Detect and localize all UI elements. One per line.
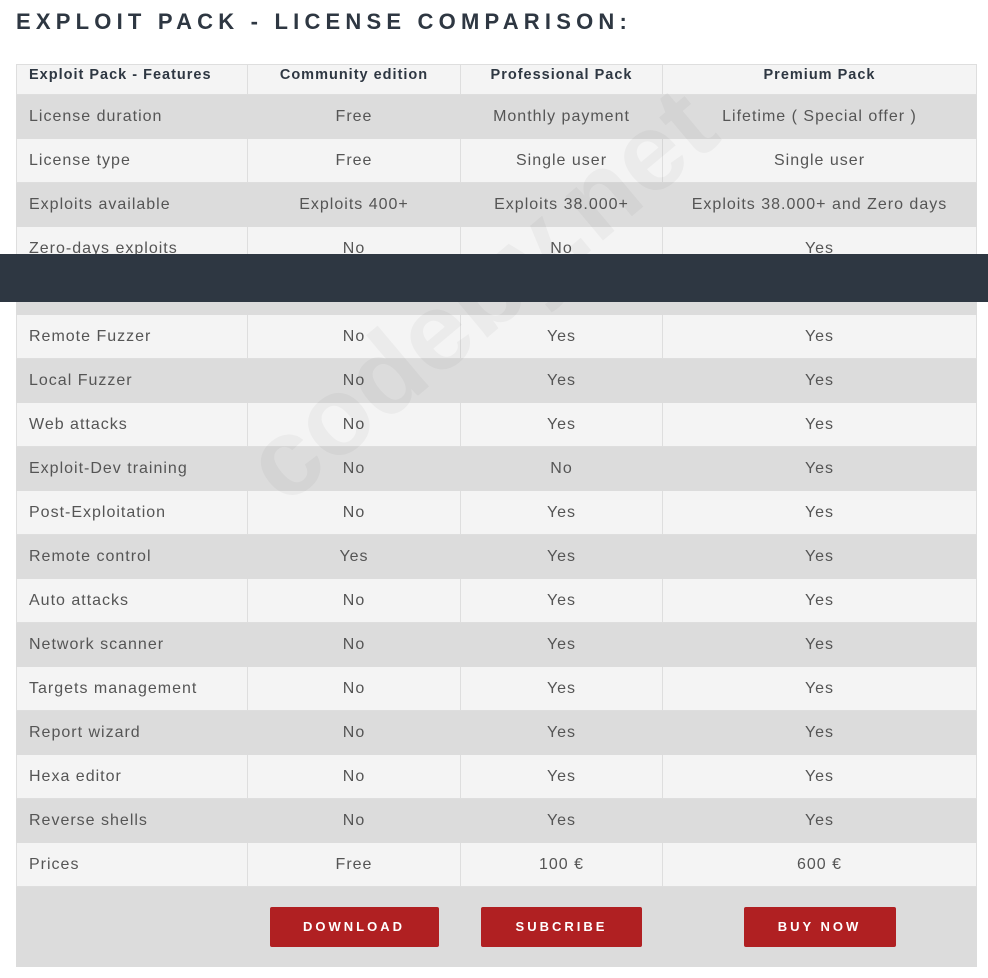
table-row: Post-Exploitation No Yes Yes — [16, 490, 977, 535]
professional-cell: No — [460, 446, 663, 491]
table-row: Exploit-Dev training No No Yes — [16, 446, 977, 491]
table-row: Report wizard No Yes Yes — [16, 710, 977, 755]
table-row: Web attacks No Yes Yes — [16, 402, 977, 447]
subscribe-button[interactable]: SUBCRIBE — [481, 906, 642, 947]
professional-cell: Yes — [460, 534, 663, 579]
community-cell: Free — [247, 138, 461, 183]
download-cell: DOWNLOAD — [247, 886, 461, 967]
community-cell: Free — [247, 842, 461, 887]
professional-cell: Exploits 38.000+ — [460, 182, 663, 227]
table-row: Auto attacks No Yes Yes — [16, 578, 977, 623]
premium-cell: Lifetime ( Special offer ) — [662, 94, 977, 139]
feature-cell: License duration — [16, 94, 248, 139]
feature-cell: Exploit-Dev training — [16, 446, 248, 491]
feature-cell: Exploits available — [16, 182, 248, 227]
table-header: Exploit Pack - Features Community editio… — [16, 64, 977, 95]
professional-cell: Yes — [460, 314, 663, 359]
feature-cell: Web attacks — [16, 402, 248, 447]
community-cell: No — [247, 314, 461, 359]
license-comparison-table: Exploit Pack - Features Community editio… — [16, 64, 977, 967]
feature-cell: Reverse shells — [16, 798, 248, 843]
professional-cell: Monthly payment — [460, 94, 663, 139]
table-row: Targets management No Yes Yes — [16, 666, 977, 711]
premium-cell: Exploits 38.000+ and Zero days — [662, 182, 977, 227]
feature-cell: Report wizard — [16, 710, 248, 755]
premium-cell: Yes — [662, 710, 977, 755]
community-cell: No — [247, 402, 461, 447]
table-row: Remote control Yes Yes Yes — [16, 534, 977, 579]
header-premium: Premium Pack — [662, 64, 977, 95]
community-cell: No — [247, 798, 461, 843]
table-row: Prices Free 100 €600 € — [16, 842, 977, 887]
community-cell: No — [247, 358, 461, 403]
premium-cell: Yes — [662, 490, 977, 535]
feature-cell: License type — [16, 138, 248, 183]
table-row: Local Fuzzer No Yes Yes — [16, 358, 977, 403]
professional-cell: Yes — [460, 402, 663, 447]
premium-cell: Single user — [662, 138, 977, 183]
header-community: Community edition — [247, 64, 461, 95]
buy-cell: BUY NOW — [662, 886, 977, 967]
feature-cell: Auto attacks — [16, 578, 248, 623]
premium-cell: Yes — [662, 798, 977, 843]
professional-cell: Yes — [460, 622, 663, 667]
premium-cell: Yes — [662, 622, 977, 667]
table-row: Hexa editor No Yes Yes — [16, 754, 977, 799]
professional-cell: Yes — [460, 710, 663, 755]
community-cell: No — [247, 490, 461, 535]
table-row: Reverse shells No Yes Yes — [16, 798, 977, 843]
buy-now-button[interactable]: BUY NOW — [743, 906, 896, 947]
button-row: DOWNLOAD SUBCRIBE BUY NOW — [16, 886, 977, 967]
header-features: Exploit Pack - Features — [16, 64, 248, 95]
community-cell: Yes — [247, 534, 461, 579]
professional-cell: Yes — [460, 666, 663, 711]
premium-cell: Yes — [662, 754, 977, 799]
table-row: License duration Free Monthly payment Lifet… — [16, 94, 977, 139]
professional-cell: Yes — [460, 490, 663, 535]
feature-cell: Targets management — [16, 666, 248, 711]
feature-cell: Post-Exploitation — [16, 490, 248, 535]
feature-cell: Local Fuzzer — [16, 358, 248, 403]
feature-cell: Network scanner — [16, 622, 248, 667]
empty-cell — [16, 886, 248, 967]
professional-cell: Yes — [460, 798, 663, 843]
premium-cell: 600 € — [662, 842, 977, 887]
table-row: License type Free Single user Single user — [16, 138, 977, 183]
community-cell: No — [247, 446, 461, 491]
professional-cell: Single user — [460, 138, 663, 183]
premium-cell: Yes — [662, 314, 977, 359]
community-cell: No — [247, 754, 461, 799]
feature-cell: Remote control — [16, 534, 248, 579]
professional-cell: 100 € — [460, 842, 663, 887]
feature-cell: Remote Fuzzer — [16, 314, 248, 359]
header-professional: Professional Pack — [460, 64, 663, 95]
community-cell: No — [247, 666, 461, 711]
overlay-bar — [0, 254, 988, 302]
community-cell: No — [247, 622, 461, 667]
premium-cell: Yes — [662, 666, 977, 711]
feature-cell: Prices — [16, 842, 248, 887]
premium-cell: Yes — [662, 534, 977, 579]
community-cell: Free — [247, 94, 461, 139]
professional-cell: Yes — [460, 358, 663, 403]
professional-cell: Yes — [460, 754, 663, 799]
table-row: Remote Fuzzer No Yes Yes — [16, 314, 977, 359]
subscribe-cell: SUBCRIBE — [460, 886, 663, 967]
community-cell: No — [247, 578, 461, 623]
premium-cell: Yes — [662, 446, 977, 491]
community-cell: No — [247, 710, 461, 755]
community-cell: Exploits 400+ — [247, 182, 461, 227]
download-button[interactable]: DOWNLOAD — [269, 906, 439, 947]
premium-cell: Yes — [662, 402, 977, 447]
feature-cell: Hexa editor — [16, 754, 248, 799]
table-row: Network scanner No Yes Yes — [16, 622, 977, 667]
page-title: EXPLOIT PACK - LICENSE COMPARISON: — [16, 9, 633, 34]
premium-cell: Yes — [662, 578, 977, 623]
premium-cell: Yes — [662, 358, 977, 403]
table-row: Exploits available Exploits 400+ Exploits … — [16, 182, 977, 227]
professional-cell: Yes — [460, 578, 663, 623]
